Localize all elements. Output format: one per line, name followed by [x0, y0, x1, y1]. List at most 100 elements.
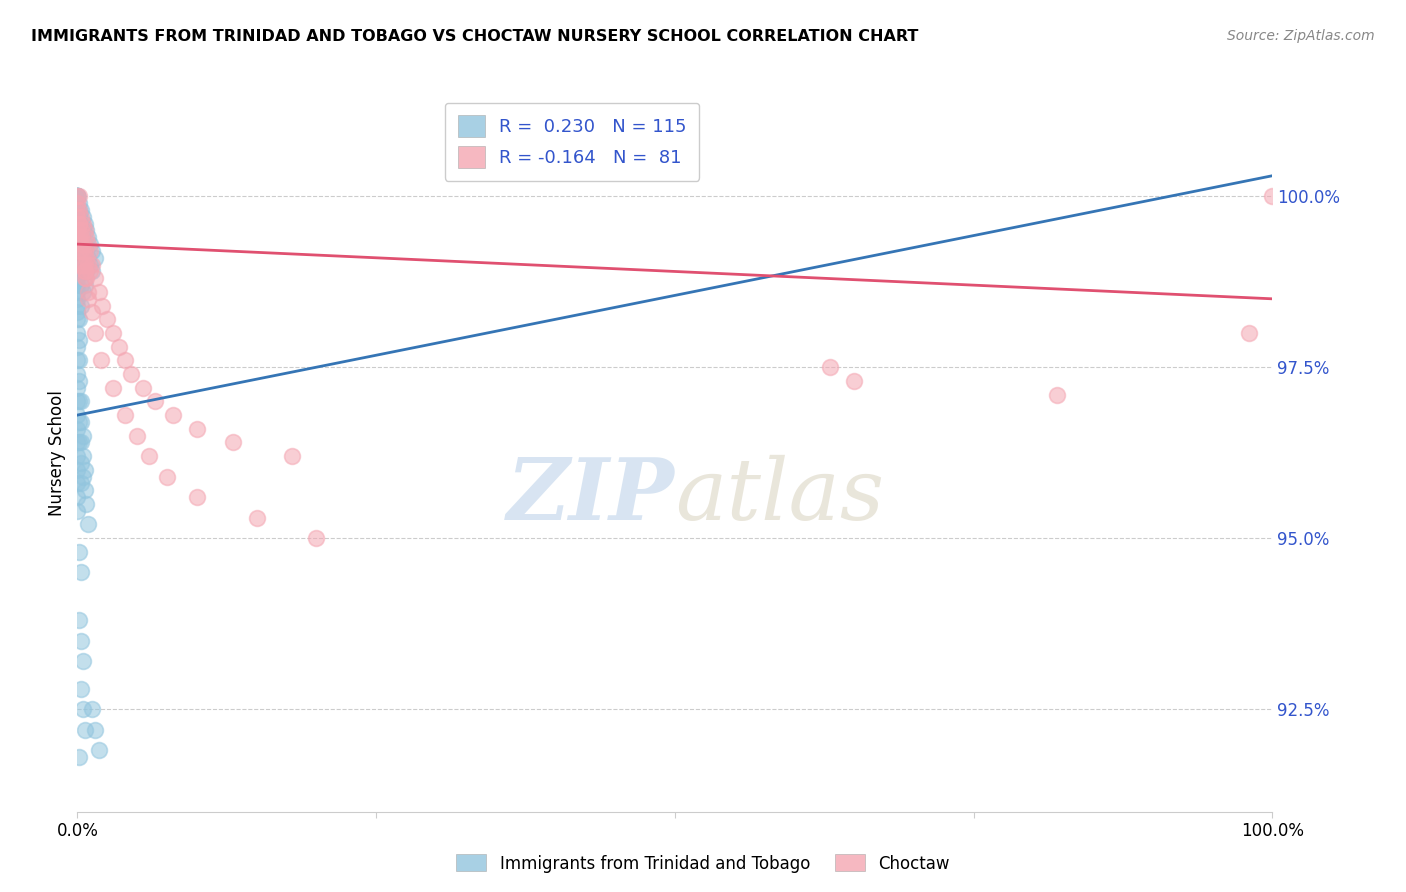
Point: [132, 381, 155, 395]
Point: [66, 223, 89, 237]
Point: [70, 217, 93, 231]
Point: [84, 326, 107, 340]
Point: [222, 435, 245, 450]
Point: [66, 299, 89, 313]
Point: [820, 360, 842, 375]
Point: [66, 278, 89, 293]
Point: [79, 264, 101, 278]
Point: [66, 476, 89, 491]
Point: [66, 312, 89, 326]
Point: [72, 469, 94, 483]
Point: [162, 408, 184, 422]
Point: [844, 374, 866, 388]
Point: [90, 353, 112, 368]
Point: [72, 264, 94, 278]
Point: [66, 449, 89, 463]
Point: [77, 258, 100, 272]
Point: [66, 244, 89, 258]
Point: [84, 723, 107, 737]
Point: [67, 202, 90, 217]
Point: [66, 463, 89, 477]
Point: [73, 217, 96, 231]
Point: [70, 258, 93, 272]
Point: [70, 244, 93, 258]
Point: [70, 278, 93, 293]
Point: [67, 230, 90, 244]
Point: [84, 271, 107, 285]
Point: [67, 333, 90, 347]
Point: [66, 189, 89, 203]
Point: [66, 435, 89, 450]
Point: [67, 223, 90, 237]
Point: [103, 381, 124, 395]
Point: [66, 326, 89, 340]
Point: [70, 237, 93, 252]
Point: [70, 210, 93, 224]
Point: [66, 189, 89, 203]
Point: [73, 463, 96, 477]
Point: [67, 217, 90, 231]
Point: [67, 613, 90, 627]
Point: [70, 476, 93, 491]
Point: [114, 353, 136, 368]
Point: [72, 210, 94, 224]
Point: [72, 223, 94, 237]
Point: [66, 189, 89, 203]
Point: [66, 202, 89, 217]
Legend: Immigrants from Trinidad and Tobago, Choctaw: Immigrants from Trinidad and Tobago, Cho…: [450, 847, 956, 880]
Point: [70, 230, 93, 244]
Point: [72, 258, 94, 272]
Point: [73, 258, 96, 272]
Point: [66, 217, 89, 231]
Point: [73, 264, 96, 278]
Point: [67, 244, 90, 258]
Point: [77, 237, 100, 252]
Point: [66, 353, 89, 368]
Point: [72, 428, 94, 442]
Point: [66, 223, 89, 237]
Point: [127, 428, 149, 442]
Point: [143, 394, 166, 409]
Point: [70, 258, 93, 272]
Point: [73, 483, 96, 498]
Point: [103, 326, 124, 340]
Point: [67, 435, 90, 450]
Point: [77, 517, 100, 532]
Point: [66, 189, 89, 203]
Point: [66, 381, 89, 395]
Point: [67, 545, 90, 559]
Point: [66, 408, 89, 422]
Point: [66, 490, 89, 504]
Point: [66, 285, 89, 299]
Point: [66, 271, 89, 285]
Point: [66, 264, 89, 278]
Point: [73, 264, 96, 278]
Text: ZIP: ZIP: [508, 454, 675, 538]
Point: [77, 285, 100, 299]
Text: Source: ZipAtlas.com: Source: ZipAtlas.com: [1227, 29, 1375, 43]
Point: [70, 415, 93, 429]
Point: [75, 230, 97, 244]
Point: [79, 237, 101, 252]
Point: [72, 285, 94, 299]
Point: [67, 251, 90, 265]
Point: [120, 367, 142, 381]
Point: [66, 230, 89, 244]
Point: [84, 251, 107, 265]
Text: IMMIGRANTS FROM TRINIDAD AND TOBAGO VS CHOCTAW NURSERY SCHOOL CORRELATION CHART: IMMIGRANTS FROM TRINIDAD AND TOBAGO VS C…: [31, 29, 918, 44]
Point: [67, 217, 90, 231]
Point: [66, 202, 89, 217]
Point: [66, 258, 89, 272]
Point: [75, 271, 97, 285]
Point: [67, 264, 90, 278]
Point: [70, 633, 93, 648]
Point: [1237, 326, 1260, 340]
Point: [87, 285, 110, 299]
Point: [66, 230, 89, 244]
Point: [70, 230, 93, 244]
Point: [80, 305, 103, 319]
Legend: R =  0.230   N = 115, R = -0.164   N =  81: R = 0.230 N = 115, R = -0.164 N = 81: [444, 103, 699, 181]
Point: [73, 244, 96, 258]
Point: [70, 299, 93, 313]
Point: [75, 251, 97, 265]
